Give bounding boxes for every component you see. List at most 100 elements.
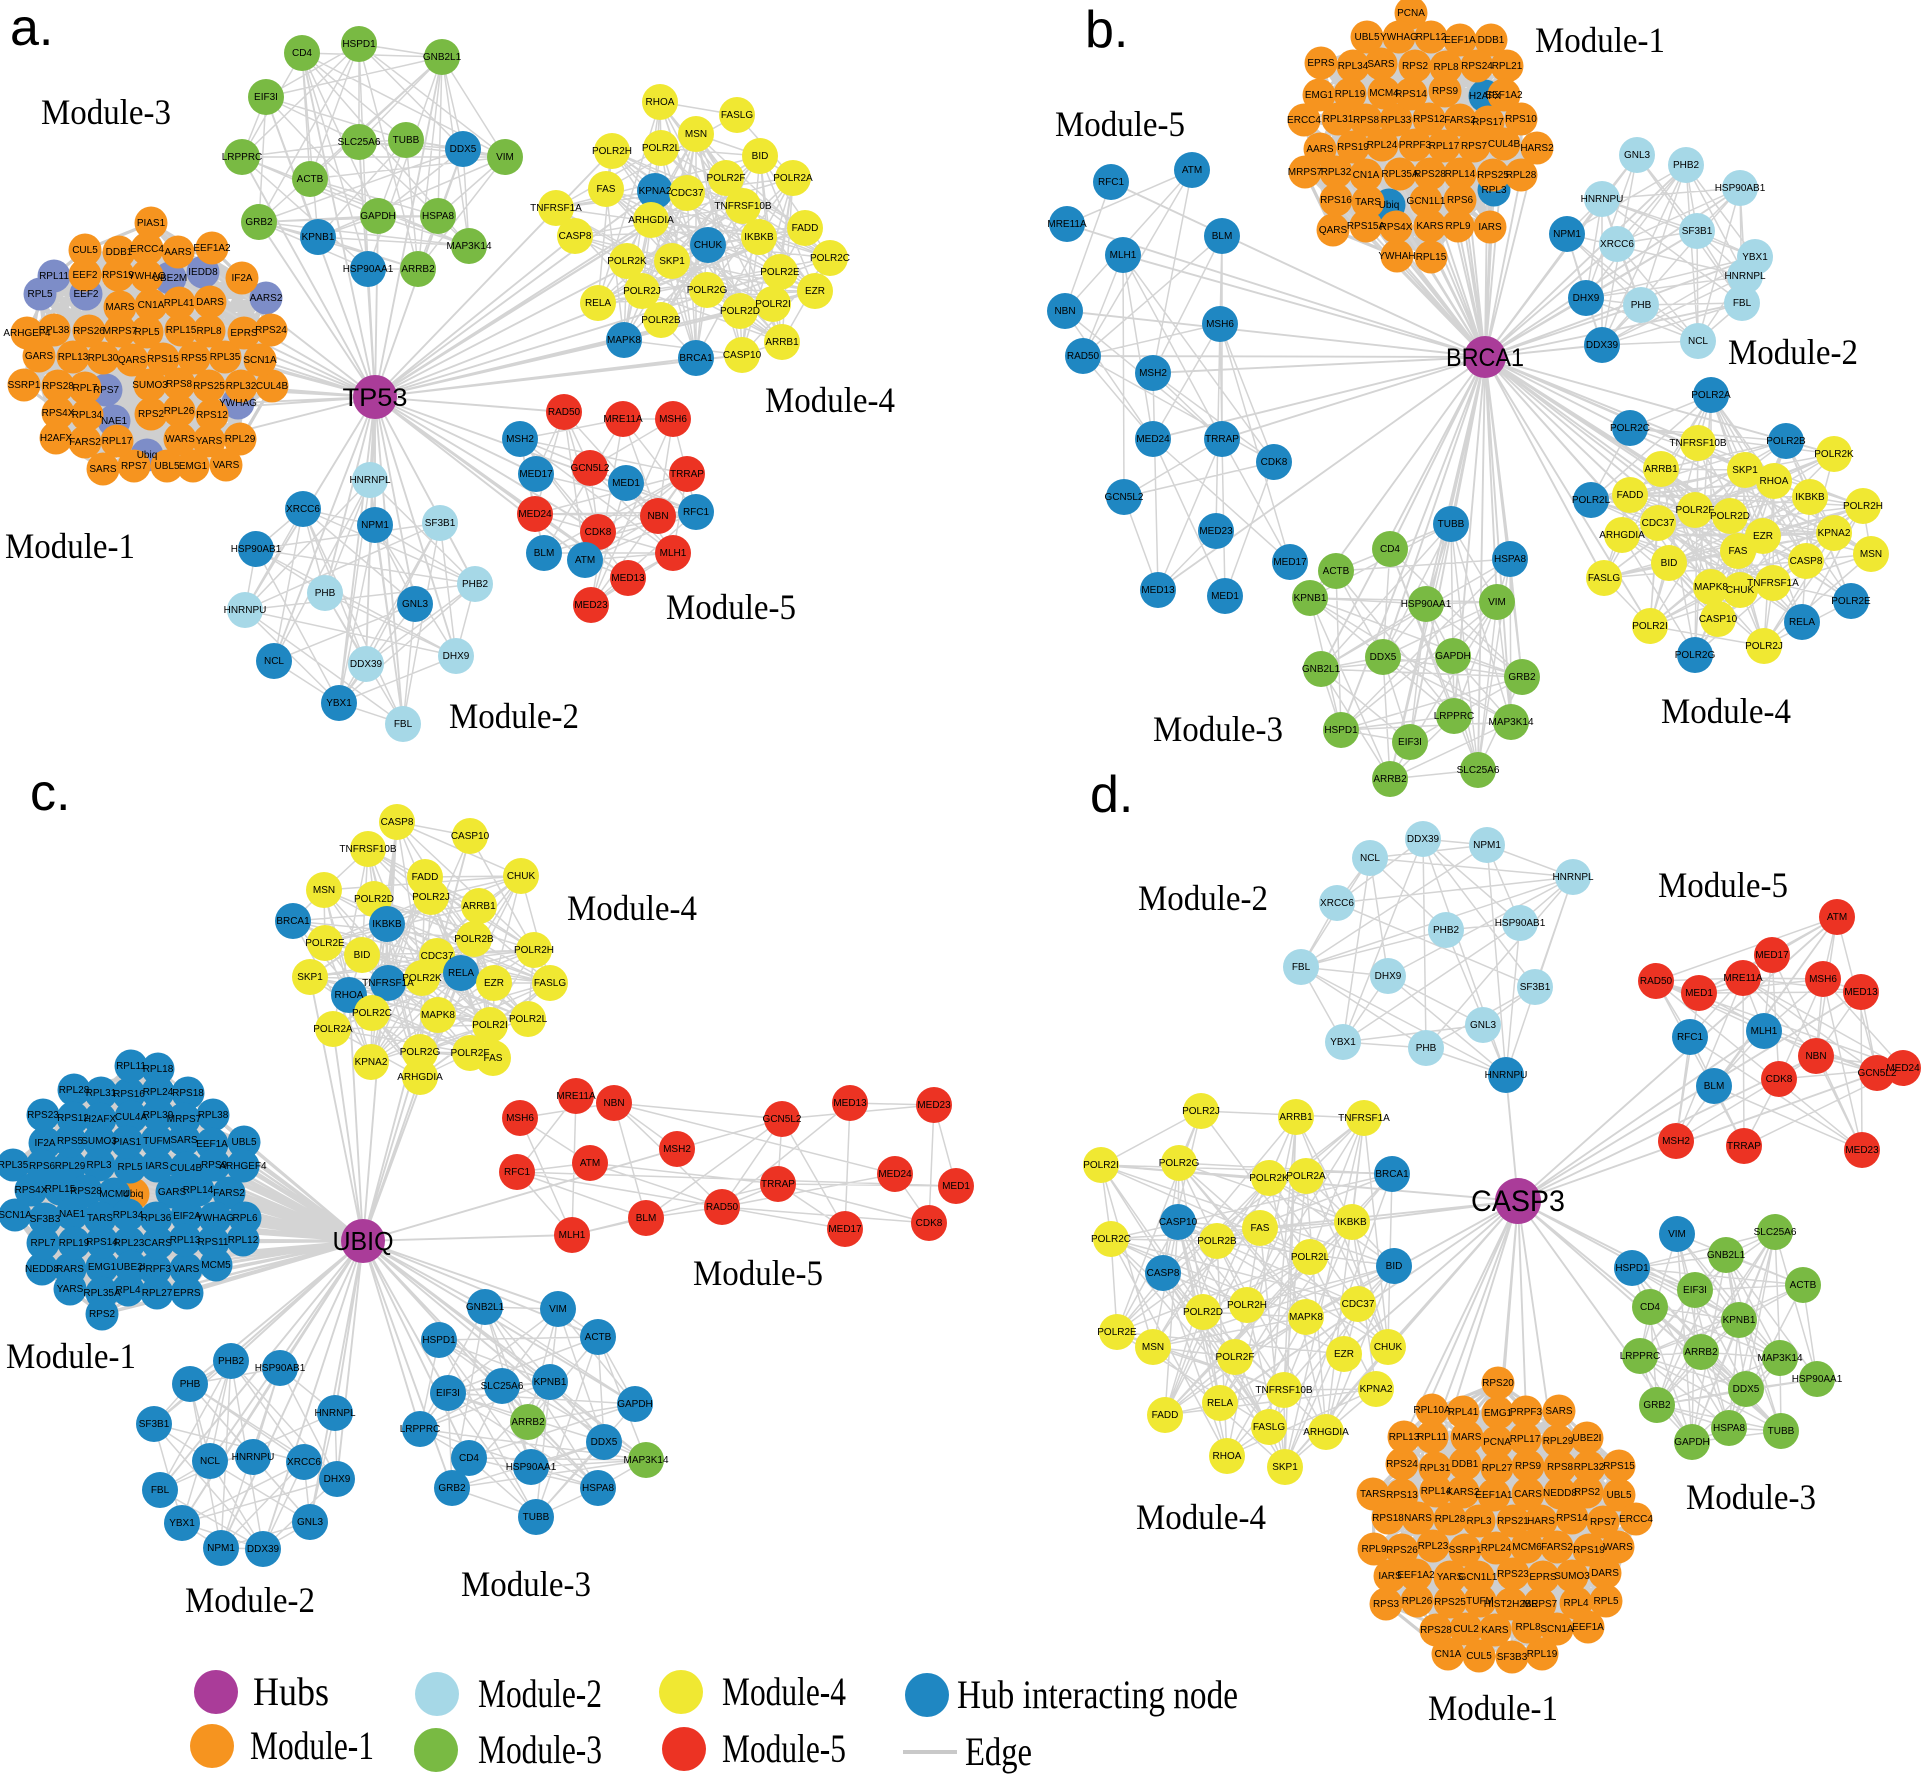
svg-text:ERCC4: ERCC4: [1619, 1514, 1653, 1525]
svg-text:EZR: EZR: [805, 286, 825, 297]
svg-text:RPL27: RPL27: [1482, 1463, 1513, 1474]
svg-text:IKBKB: IKBKB: [1795, 492, 1825, 503]
svg-text:RPS28: RPS28: [1420, 1625, 1452, 1636]
svg-text:KARS: KARS: [1481, 1625, 1509, 1636]
svg-text:MRE11A: MRE11A: [556, 1091, 596, 1102]
svg-text:SKP1: SKP1: [659, 256, 685, 267]
svg-text:EZR: EZR: [1753, 531, 1773, 542]
svg-text:ARRB2: ARRB2: [1373, 774, 1407, 785]
svg-text:AARS: AARS: [164, 247, 192, 258]
svg-text:YWHAG: YWHAG: [1380, 32, 1418, 43]
svg-text:YBX1: YBX1: [169, 1518, 195, 1529]
svg-text:RPS26: RPS26: [1386, 1545, 1418, 1556]
svg-text:RPL3: RPL3: [1466, 1516, 1491, 1527]
svg-text:HNRNPL: HNRNPL: [349, 475, 391, 486]
svg-text:FADD: FADD: [792, 223, 819, 234]
svg-text:FAS: FAS: [1729, 546, 1748, 557]
svg-text:RAD50: RAD50: [1640, 976, 1673, 987]
svg-text:ERCC4: ERCC4: [1287, 115, 1321, 126]
svg-text:DDB1: DDB1: [106, 247, 133, 258]
svg-text:MED24: MED24: [878, 1169, 912, 1180]
svg-text:RPS19: RPS19: [1573, 1545, 1605, 1556]
svg-text:HSPA8: HSPA8: [422, 211, 454, 222]
svg-text:POLR2H: POLR2H: [592, 146, 632, 157]
svg-text:GCN1L1: GCN1L1: [1407, 196, 1446, 207]
svg-text:RPL7: RPL7: [30, 1238, 55, 1249]
svg-text:HNRNPU: HNRNPU: [232, 1452, 275, 1463]
svg-text:ACTB: ACTB: [1323, 566, 1350, 577]
svg-text:CHUK: CHUK: [507, 871, 536, 882]
svg-text:POLR2A: POLR2A: [1691, 390, 1731, 401]
svg-text:MED24: MED24: [1136, 434, 1170, 445]
svg-text:CN1A: CN1A: [1353, 170, 1380, 181]
svg-text:HSPA8: HSPA8: [1494, 554, 1526, 565]
svg-text:CDK8: CDK8: [1261, 457, 1288, 468]
svg-text:ATM: ATM: [1182, 165, 1202, 176]
svg-text:QARS: QARS: [1319, 225, 1348, 236]
svg-text:RPS18: RPS18: [1372, 1513, 1404, 1524]
svg-text:BRCA1: BRCA1: [679, 353, 713, 364]
svg-text:POLR2I: POLR2I: [472, 1020, 508, 1031]
svg-text:MED1: MED1: [942, 1181, 970, 1192]
svg-text:TUBB: TUBB: [1438, 519, 1465, 530]
svg-text:CUL4B: CUL4B: [256, 381, 289, 392]
svg-text:KPNA2: KPNA2: [1818, 528, 1851, 539]
svg-text:TRRAP: TRRAP: [1205, 434, 1239, 445]
svg-text:RPS13: RPS13: [1386, 1490, 1418, 1501]
svg-text:FBL: FBL: [151, 1485, 170, 1496]
svg-text:CUL4A: CUL4A: [115, 1112, 148, 1123]
svg-text:RPL3: RPL3: [86, 1160, 111, 1171]
svg-text:RPL5: RPL5: [27, 289, 52, 300]
svg-text:POLR2C: POLR2C: [1091, 1234, 1131, 1245]
svg-text:EMG1: EMG1: [1305, 90, 1334, 101]
svg-text:VARS: VARS: [173, 1264, 200, 1275]
svg-text:RPS24: RPS24: [1386, 1459, 1418, 1470]
svg-text:EZR: EZR: [484, 978, 504, 989]
svg-text:ARRB2: ARRB2: [401, 264, 435, 275]
svg-text:XRCC6: XRCC6: [287, 1457, 321, 1468]
svg-text:RPL32: RPL32: [1574, 1462, 1605, 1473]
svg-text:ARRB2: ARRB2: [511, 1417, 545, 1428]
svg-text:NCL: NCL: [1360, 853, 1380, 864]
svg-text:DDX39: DDX39: [1407, 834, 1440, 845]
svg-text:PIAS1: PIAS1: [113, 1137, 142, 1148]
svg-text:CASP8: CASP8: [1147, 1268, 1180, 1279]
svg-text:POLR2G: POLR2G: [1159, 1158, 1200, 1169]
svg-text:POLR2B: POLR2B: [641, 315, 681, 326]
svg-text:MLH1: MLH1: [559, 1230, 586, 1241]
svg-text:ARRB1: ARRB1: [462, 901, 496, 912]
svg-text:RPL36: RPL36: [141, 1213, 172, 1224]
svg-text:TNFRSF10B: TNFRSF10B: [1669, 438, 1727, 449]
svg-text:RPS8: RPS8: [166, 379, 193, 390]
svg-text:MED1: MED1: [1211, 591, 1239, 602]
svg-text:MED23: MED23: [917, 1100, 951, 1111]
svg-text:NPM1: NPM1: [207, 1543, 235, 1554]
svg-text:SLC25A6: SLC25A6: [1457, 765, 1500, 776]
svg-text:EPRS: EPRS: [1307, 58, 1335, 69]
svg-text:TNFRSF10B: TNFRSF10B: [1255, 1385, 1313, 1396]
svg-text:POLR2B: POLR2B: [1197, 1236, 1237, 1247]
svg-text:RPS14: RPS14: [1395, 89, 1427, 100]
svg-text:IARS: IARS: [1378, 1571, 1402, 1582]
svg-text:Module-2: Module-2: [478, 1671, 602, 1716]
svg-text:NAE1: NAE1: [101, 416, 128, 427]
svg-text:ARRB1: ARRB1: [765, 337, 799, 348]
svg-text:Module-5: Module-5: [1658, 865, 1788, 905]
svg-text:MRPS7: MRPS7: [103, 326, 138, 337]
svg-text:ATM: ATM: [1827, 912, 1847, 923]
svg-text:GNB2L1: GNB2L1: [423, 52, 462, 63]
svg-text:BID: BID: [354, 950, 371, 961]
svg-text:ARHGEF4: ARHGEF4: [3, 328, 51, 339]
svg-text:TNFRSF1A: TNFRSF1A: [362, 978, 414, 989]
svg-text:UBL5: UBL5: [1354, 32, 1379, 43]
svg-text:EIF3I: EIF3I: [436, 1388, 460, 1399]
svg-text:DDB1: DDB1: [1478, 35, 1505, 46]
svg-text:MSH2: MSH2: [506, 434, 534, 445]
svg-text:MSH6: MSH6: [1809, 974, 1837, 985]
svg-text:RARS: RARS: [56, 1264, 84, 1275]
svg-text:RPS5: RPS5: [57, 1136, 84, 1147]
svg-text:KPNB1: KPNB1: [302, 232, 335, 243]
svg-text:BLM: BLM: [534, 548, 555, 559]
svg-text:RPL26: RPL26: [1402, 1596, 1433, 1607]
svg-text:SF3B3: SF3B3: [30, 1214, 61, 1225]
